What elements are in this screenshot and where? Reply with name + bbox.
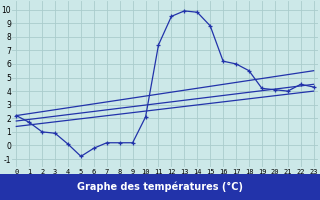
Text: Graphe des températures (°C): Graphe des températures (°C): [77, 182, 243, 192]
